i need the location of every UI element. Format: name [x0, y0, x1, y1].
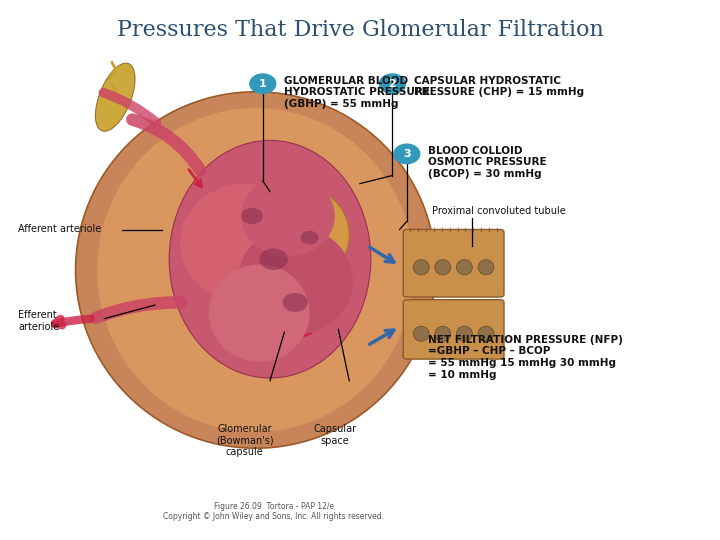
Text: 1: 1 [259, 79, 266, 89]
Text: 2: 2 [389, 79, 396, 89]
Ellipse shape [413, 326, 429, 341]
Text: Efferent
arteriole: Efferent arteriole [18, 310, 59, 332]
Text: GLOMERULAR BLOOD
HYDROSTATIC PRESSURE
(GBHP) = 55 mmHg: GLOMERULAR BLOOD HYDROSTATIC PRESSURE (G… [284, 76, 431, 109]
Ellipse shape [259, 248, 288, 270]
Ellipse shape [248, 186, 349, 284]
FancyArrowPatch shape [96, 302, 181, 318]
Text: Glomerular
(Bowman's)
capsule: Glomerular (Bowman's) capsule [216, 424, 274, 457]
FancyArrowPatch shape [110, 72, 114, 78]
Ellipse shape [241, 176, 335, 256]
Text: CAPSULAR HYDROSTATIC
PRESSURE (CHP) = 15 mmHg: CAPSULAR HYDROSTATIC PRESSURE (CHP) = 15… [414, 76, 584, 97]
Circle shape [250, 74, 276, 93]
FancyBboxPatch shape [403, 300, 504, 359]
Text: BLOOD COLLOID
OSMOTIC PRESSURE
(BCOP) = 30 mmHg: BLOOD COLLOID OSMOTIC PRESSURE (BCOP) = … [428, 146, 547, 179]
FancyBboxPatch shape [403, 230, 504, 297]
FancyArrowPatch shape [132, 119, 200, 171]
Text: Pressures That Drive Glomerular Filtration: Pressures That Drive Glomerular Filtrati… [117, 19, 603, 41]
Ellipse shape [96, 63, 135, 131]
Ellipse shape [456, 326, 472, 341]
Ellipse shape [282, 293, 308, 312]
Ellipse shape [435, 260, 451, 275]
Ellipse shape [97, 108, 414, 432]
Ellipse shape [435, 326, 451, 341]
Ellipse shape [478, 326, 494, 341]
Ellipse shape [180, 184, 310, 302]
Ellipse shape [241, 208, 263, 224]
Ellipse shape [209, 265, 310, 362]
Text: Afferent arteriole: Afferent arteriole [18, 225, 102, 234]
Ellipse shape [169, 140, 371, 378]
Circle shape [394, 144, 420, 164]
Text: Capsular
space: Capsular space [313, 424, 356, 446]
FancyArrowPatch shape [55, 319, 91, 325]
Ellipse shape [413, 260, 429, 275]
Ellipse shape [76, 92, 436, 448]
Ellipse shape [238, 227, 353, 335]
FancyArrowPatch shape [112, 62, 117, 69]
Text: NET FILTRATION PRESSURE (NFP)
=GBHP – CHP – BCOP
= 55 mmHg 15 mmHg 30 mmHg
= 10 : NET FILTRATION PRESSURE (NFP) =GBHP – CH… [428, 335, 624, 380]
Ellipse shape [456, 260, 472, 275]
Text: 3: 3 [403, 149, 410, 159]
Text: Figure 26.09  Tortora - PAP 12/e
Copyright © John Wiley and Sons, Inc. All right: Figure 26.09 Tortora - PAP 12/e Copyrigh… [163, 502, 384, 521]
Ellipse shape [478, 260, 494, 275]
FancyArrowPatch shape [112, 84, 117, 90]
Ellipse shape [301, 231, 319, 244]
Text: Proximal convoluted tubule: Proximal convoluted tubule [432, 206, 566, 216]
Circle shape [379, 74, 405, 93]
FancyArrowPatch shape [104, 93, 156, 123]
